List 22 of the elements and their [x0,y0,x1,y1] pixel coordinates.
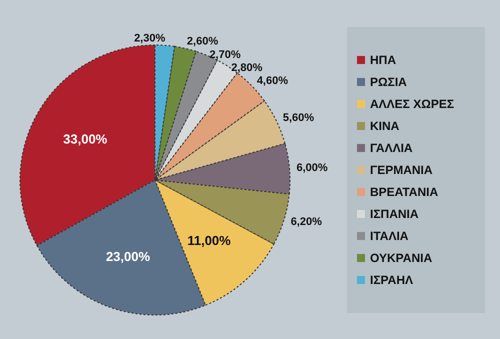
data-label: 23,00% [106,248,150,264]
legend-label: ΓΑΛΛΙΑ [370,140,413,154]
legend-label: ΑΛΛΕΣ ΧΩΡΕΣ [370,96,454,110]
data-label: 11,00% [187,232,232,248]
data-label: 6,00% [296,162,328,174]
legend-label: ΙΣΡΑΗΛ [370,272,413,286]
data-label: 2,70% [209,48,241,61]
data-label: 4,60% [256,75,288,88]
legend-label: ΙΣΠΑΝΙΑ [370,206,419,220]
data-label: 2,80% [231,62,263,74]
data-label: 2,60% [186,36,218,48]
data-label: 6,20% [290,216,322,228]
legend-label: ΒΡΕΑΤΑΝΙΑ [370,184,438,198]
data-label: 2,30% [134,32,166,44]
legend-label: ΙΤΑΛΙΑ [370,228,408,242]
data-label: 33,00% [63,131,108,146]
legend-label: ΓΕΡΜΑΝΙΑ [370,162,433,176]
legend-label: ΡΩΣΙΑ [370,74,407,88]
legend-label: ΗΠΑ [370,52,396,66]
legend-label: ΟΥΚΡΑΝΙΑ [370,250,432,264]
legend-label: ΚΙΝΑ [370,118,400,132]
data-label: 5,60% [282,112,314,124]
